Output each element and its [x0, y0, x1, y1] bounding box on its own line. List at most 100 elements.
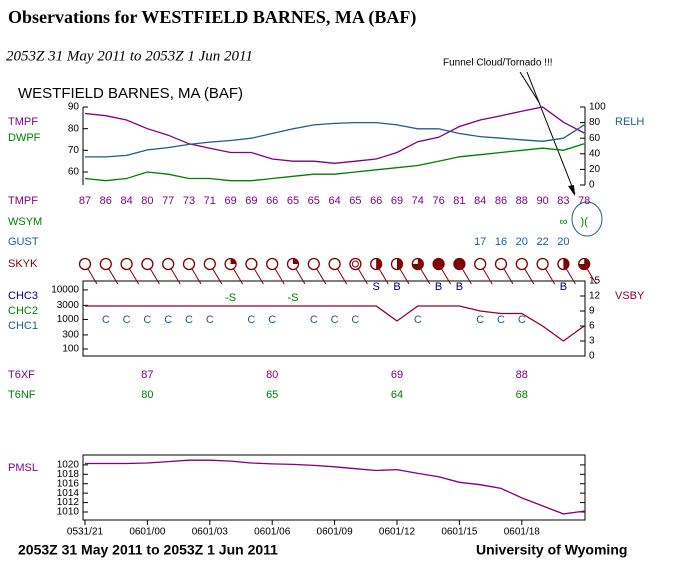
cloud-label: B: [435, 281, 442, 293]
row-value: 64: [391, 389, 403, 401]
x-tick-label: 0601/00: [129, 527, 166, 538]
annotation: Funnel Cloud/Tornado !!!: [443, 58, 553, 69]
cloud-label: -S: [225, 292, 236, 304]
row-name: T6NF: [8, 389, 36, 401]
x-tick-label: 0601/03: [192, 527, 229, 538]
y-tick-label: 1018: [57, 469, 80, 480]
sky-circle: [141, 257, 154, 271]
wind-staff: [316, 268, 327, 285]
data-label: 66: [266, 195, 278, 207]
sky-broken: [397, 258, 403, 270]
row-name: CHC1: [8, 320, 38, 332]
y2-tick-label: 6: [589, 321, 595, 332]
wind-staff: [274, 268, 285, 285]
y2-tick-label: 3: [589, 336, 595, 347]
row-value: 20: [516, 236, 528, 248]
arrow-head: [568, 185, 575, 196]
x-tick-label: 0601/12: [379, 527, 416, 538]
sky-scattered: [293, 258, 299, 264]
y-tick-label: 3000: [57, 300, 80, 311]
row-name: TMPF: [8, 195, 38, 207]
wind-staff: [170, 268, 181, 285]
data-label: 74: [412, 195, 424, 207]
y-tick-label: 80: [68, 123, 80, 134]
wind-staff: [565, 268, 576, 285]
sky-circle: [494, 257, 508, 271]
panel-frame: [82, 454, 586, 521]
sky-circle: [203, 257, 216, 271]
y2-tick-label: 80: [589, 117, 601, 128]
data-label: 84: [120, 195, 132, 207]
sky-circle: [182, 257, 196, 271]
series-line: [85, 459, 585, 515]
cloud-label: C: [164, 314, 172, 326]
data-label: 66: [370, 195, 382, 207]
y-tick-label: 1014: [57, 488, 80, 499]
cloud-label: C: [497, 314, 505, 326]
annotation-arrow: [526, 71, 576, 195]
data-label: 80: [141, 195, 153, 207]
wind-staff: [420, 268, 431, 285]
series-line: [84, 143, 585, 182]
x-tick-label: 0531/21: [67, 527, 104, 538]
data-label: 69: [224, 195, 236, 207]
data-label: 65: [287, 195, 299, 207]
y2-tick-label: 9: [589, 306, 595, 317]
row-value: 17: [474, 236, 486, 248]
cloud-label: B: [560, 281, 567, 293]
data-label: 76: [432, 195, 444, 207]
sky-broken: [563, 258, 569, 270]
data-label: 77: [162, 195, 174, 207]
sky-circle: [328, 257, 341, 271]
y2-tick-label: 12: [589, 291, 601, 302]
cloud-label: C: [206, 314, 214, 326]
series-line: [85, 121, 585, 158]
wind-staff: [586, 268, 597, 285]
y2-tick-label: 100: [589, 102, 606, 113]
wind-staff: [399, 268, 410, 285]
sky-broken: [412, 258, 424, 270]
x-tick-label: 0601/15: [441, 527, 478, 538]
cloud-label: C: [310, 314, 318, 326]
cloud-label: C: [518, 314, 526, 326]
row-name: GUST: [8, 236, 39, 248]
wind-staff: [357, 268, 368, 285]
wind-staff: [378, 268, 389, 285]
y-tick-label: 100: [62, 344, 79, 355]
y2-tick-label: 40: [589, 148, 601, 159]
y-tick-label: 1000: [57, 314, 80, 325]
data-label: 86: [495, 195, 507, 207]
data-label: 71: [204, 195, 216, 207]
sky-circle: [99, 257, 112, 271]
row-name: CHC2: [8, 305, 38, 317]
sky-circle: [474, 257, 487, 271]
y-tick-label: 60: [68, 167, 80, 178]
row-value: 80: [141, 389, 153, 401]
cloud-label: C: [185, 314, 193, 326]
wind-staff: [212, 268, 223, 285]
wind-staff: [108, 268, 119, 285]
data-label: 90: [536, 195, 548, 207]
wind-staff: [524, 268, 535, 285]
cloud-label: C: [268, 314, 276, 326]
data-label: 73: [183, 195, 195, 207]
sky-circle: [515, 257, 528, 271]
series-name: PMSL: [8, 462, 38, 474]
wind-staff: [503, 268, 514, 285]
sky-circle: [536, 257, 549, 271]
data-label: 65: [308, 195, 320, 207]
y2-tick-label: 0: [589, 351, 595, 362]
y-tick-label: 1010: [57, 507, 80, 518]
y-tick-label: 90: [68, 102, 80, 113]
sky-overcast: [453, 258, 465, 270]
x-tick-label: 0601/06: [254, 527, 291, 538]
data-label: 88: [516, 195, 528, 207]
sky-obscured: [351, 260, 359, 268]
row-value: 22: [536, 236, 548, 248]
footer-credit: University of Wyoming: [476, 542, 627, 558]
data-label: 87: [79, 195, 91, 207]
sky-circle: [245, 257, 258, 271]
panel-frame: [82, 280, 586, 357]
annotation-arrow: [519, 71, 541, 105]
